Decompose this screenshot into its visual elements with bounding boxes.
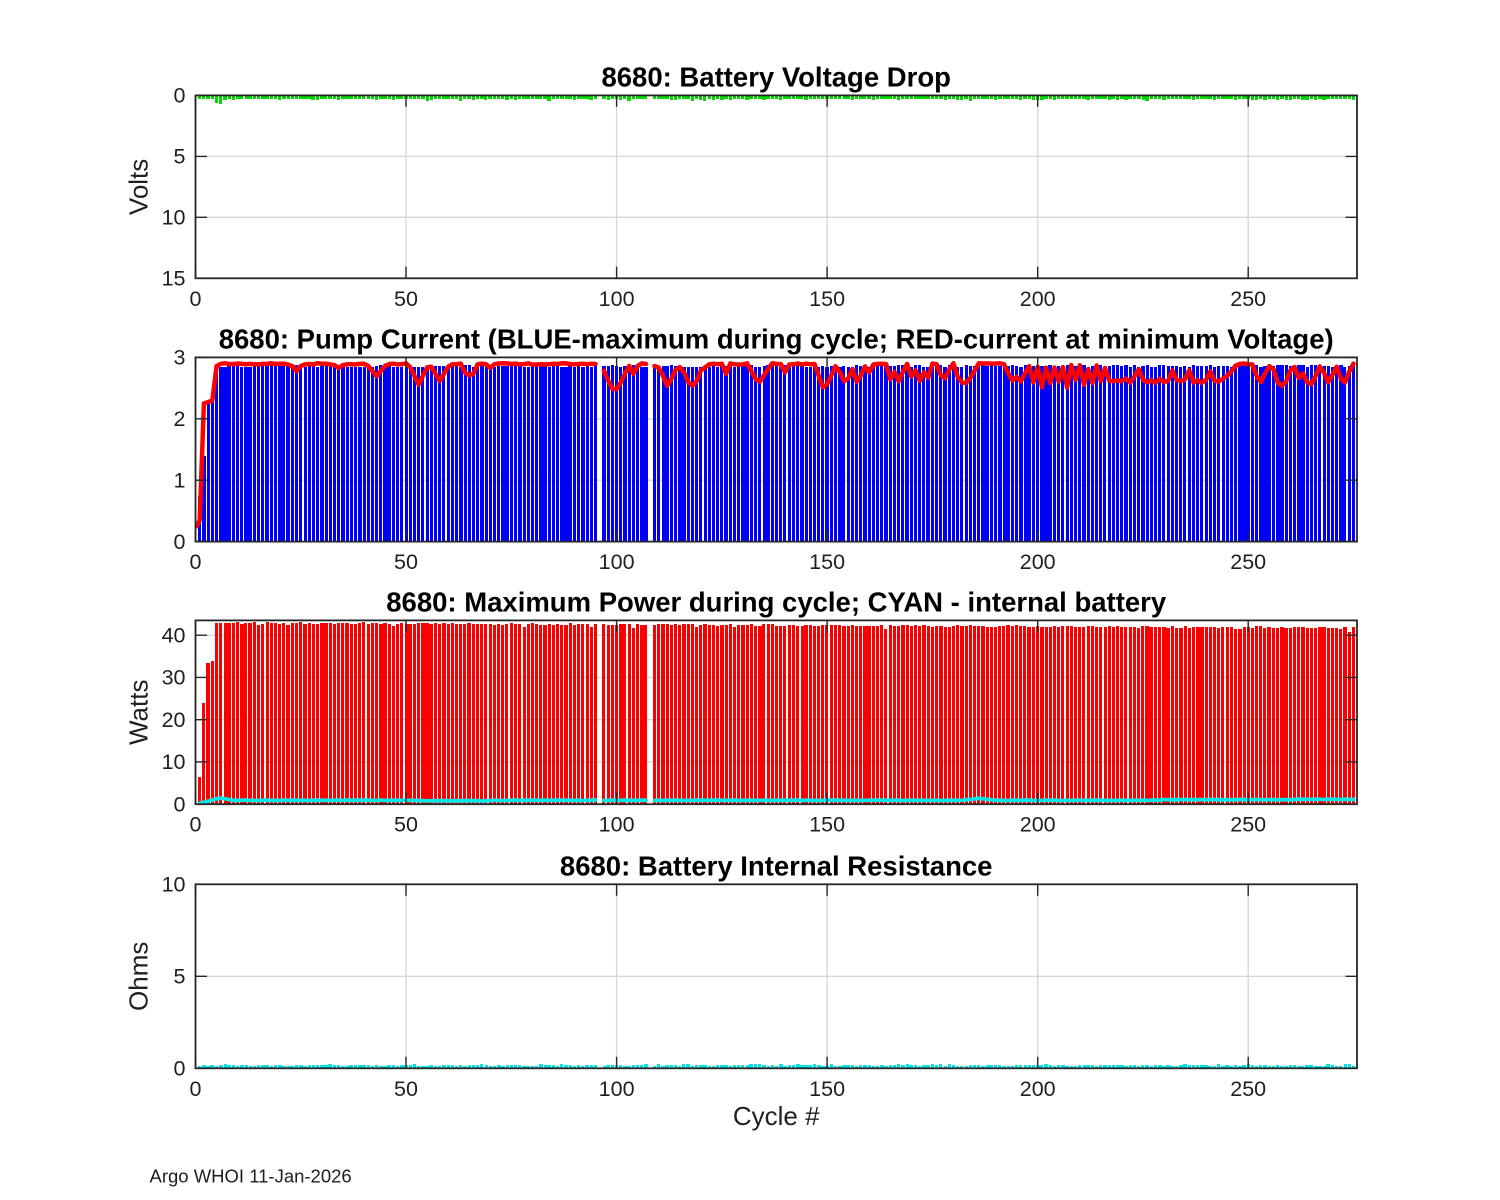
svg-text:150: 150: [809, 287, 845, 311]
svg-text:250: 250: [1230, 813, 1266, 837]
svg-text:10: 10: [162, 750, 186, 774]
svg-text:Cycle #: Cycle #: [733, 1101, 820, 1131]
svg-text:0: 0: [190, 287, 202, 311]
svg-text:0: 0: [174, 793, 186, 817]
svg-text:250: 250: [1230, 1077, 1266, 1101]
svg-text:20: 20: [162, 708, 186, 732]
svg-text:Argo WHOI 11-Jan-2026: Argo WHOI 11-Jan-2026: [150, 1166, 352, 1187]
svg-text:200: 200: [1020, 813, 1056, 837]
svg-text:10: 10: [162, 206, 186, 230]
svg-text:30: 30: [162, 666, 186, 690]
svg-text:0: 0: [174, 84, 186, 108]
svg-text:Ohms: Ohms: [124, 942, 154, 1011]
svg-text:10: 10: [162, 873, 186, 897]
svg-text:100: 100: [599, 287, 635, 311]
svg-text:40: 40: [162, 624, 186, 648]
svg-text:200: 200: [1020, 550, 1056, 574]
svg-text:150: 150: [809, 813, 845, 837]
svg-text:100: 100: [599, 1077, 635, 1101]
svg-text:1: 1: [174, 469, 186, 493]
svg-text:8680: Pump Current (BLUE-maxim: 8680: Pump Current (BLUE-maximum during …: [219, 324, 1334, 355]
svg-text:50: 50: [394, 1077, 418, 1101]
svg-text:0: 0: [190, 1077, 202, 1101]
svg-text:200: 200: [1020, 287, 1056, 311]
svg-text:3: 3: [174, 346, 186, 370]
svg-text:8680: Maximum Power during cyc: 8680: Maximum Power during cycle; CYAN -…: [386, 587, 1167, 618]
svg-text:150: 150: [809, 550, 845, 574]
svg-text:50: 50: [394, 287, 418, 311]
svg-text:5: 5: [174, 965, 186, 989]
svg-text:250: 250: [1230, 550, 1266, 574]
svg-text:100: 100: [599, 813, 635, 837]
svg-text:150: 150: [809, 1077, 845, 1101]
svg-text:8680: Battery Internal Resista: 8680: Battery Internal Resistance: [560, 851, 993, 882]
svg-text:250: 250: [1230, 287, 1266, 311]
svg-text:15: 15: [162, 267, 186, 291]
svg-text:0: 0: [190, 813, 202, 837]
svg-text:200: 200: [1020, 1077, 1056, 1101]
svg-text:Watts: Watts: [124, 680, 154, 745]
svg-text:8680: Battery Voltage Drop: 8680: Battery Voltage Drop: [601, 62, 950, 93]
svg-text:2: 2: [174, 407, 186, 431]
svg-text:50: 50: [394, 550, 418, 574]
svg-text:0: 0: [174, 1057, 186, 1081]
svg-text:0: 0: [174, 530, 186, 554]
svg-text:100: 100: [599, 550, 635, 574]
svg-text:5: 5: [174, 145, 186, 169]
svg-text:Volts: Volts: [124, 159, 154, 215]
svg-text:50: 50: [394, 813, 418, 837]
svg-text:0: 0: [190, 550, 202, 574]
